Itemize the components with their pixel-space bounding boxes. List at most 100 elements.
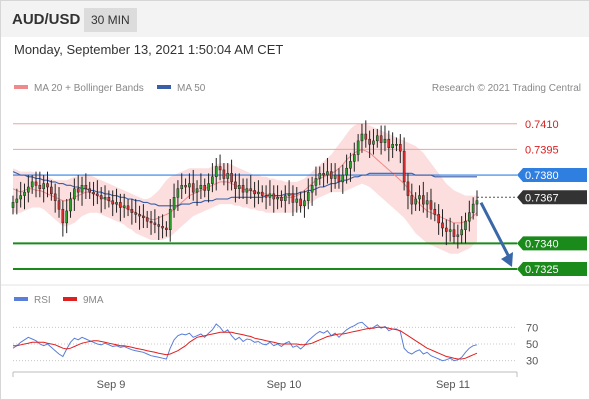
ma50-legend-label: MA 50 xyxy=(177,83,206,94)
candle-body xyxy=(30,181,34,188)
candle-body xyxy=(303,200,306,207)
candle-body xyxy=(272,193,276,200)
candle-body xyxy=(46,183,49,188)
candle-body xyxy=(425,200,429,205)
candle-body xyxy=(214,166,218,178)
candle-body xyxy=(249,188,253,191)
rsi-line xyxy=(12,321,478,362)
candle-body xyxy=(368,138,371,145)
candle-body xyxy=(176,188,180,198)
candle-body xyxy=(149,220,153,224)
candle-body xyxy=(195,188,199,193)
candle-body xyxy=(345,167,348,176)
x-tick-label: Sep 10 xyxy=(267,379,302,391)
candle-body xyxy=(218,166,222,171)
candle-body xyxy=(50,186,53,195)
candle-body xyxy=(222,169,226,179)
candle-body xyxy=(234,181,237,189)
candle-body xyxy=(230,173,233,183)
candle-body xyxy=(418,195,421,200)
rsi-ma-line xyxy=(13,326,478,360)
candle-body xyxy=(326,171,329,176)
candle-body xyxy=(375,135,379,142)
timeframe-button[interactable]: 30 MIN xyxy=(84,8,137,32)
candle-body xyxy=(180,185,184,189)
candle-body xyxy=(73,188,76,200)
candle-body xyxy=(57,200,61,210)
candle-body xyxy=(138,214,141,217)
candle-body xyxy=(38,185,42,189)
candle-body xyxy=(283,195,287,201)
candle-body xyxy=(437,214,440,224)
candle-body xyxy=(122,205,126,208)
candle-body xyxy=(165,227,168,230)
rsi-tick-label: 70 xyxy=(526,322,538,334)
candle-body xyxy=(168,208,172,230)
candle-body xyxy=(15,198,19,203)
candle-body xyxy=(245,188,249,193)
candle-body xyxy=(383,138,387,143)
candle-body xyxy=(364,133,368,140)
level-label-support: 0.7340 xyxy=(525,238,559,250)
candle-body xyxy=(130,208,134,213)
x-tick-label: Sep 11 xyxy=(436,379,470,391)
candle-body xyxy=(111,200,115,205)
candle-body xyxy=(468,212,471,222)
candle-body xyxy=(460,229,463,236)
candle-body xyxy=(445,227,448,232)
candle-body xyxy=(88,188,91,193)
candle-body xyxy=(402,150,406,183)
rsi-tick-label: 50 xyxy=(526,339,538,351)
candle-body xyxy=(161,226,164,229)
candle-body xyxy=(107,197,111,201)
candle-body xyxy=(475,200,479,205)
candle-body xyxy=(103,197,107,200)
candle-body xyxy=(337,174,341,183)
level-label-resistance: 0.7410 xyxy=(525,119,559,131)
level-tag-pivot xyxy=(517,168,587,183)
rsi-ma-legend-label: 9MA xyxy=(83,295,104,306)
credit-label: Research © 2021 Trading Central xyxy=(432,83,581,94)
candle-body xyxy=(299,198,302,207)
candle-body xyxy=(414,198,417,205)
candle-body xyxy=(471,203,475,213)
candle-body xyxy=(96,193,99,196)
chart-datetime: Monday, September 13, 2021 1:50:04 AM CE… xyxy=(14,42,284,57)
bollinger-legend-swatch xyxy=(14,85,28,89)
bollinger-legend-label: MA 20 + Bollinger Bands xyxy=(34,83,144,94)
candle-body xyxy=(207,183,210,191)
candle-body xyxy=(203,185,207,191)
candle-body xyxy=(406,181,410,196)
level-label-pivot: 0.7380 xyxy=(525,170,559,182)
candle-body xyxy=(61,208,65,224)
candle-body xyxy=(422,195,425,205)
forecast-arrow-shaft xyxy=(479,202,511,258)
candle-body xyxy=(191,183,195,193)
candle-body xyxy=(142,215,145,219)
candle-body xyxy=(119,202,122,208)
candle-body xyxy=(433,208,437,215)
rsi-legend: RSI 9MA xyxy=(14,295,104,306)
candle-body xyxy=(395,144,398,146)
candle-body xyxy=(295,198,299,203)
candle-body xyxy=(441,222,444,229)
candle-body xyxy=(65,210,68,224)
candle-body xyxy=(341,174,345,183)
candle-body xyxy=(399,144,402,152)
candle-body xyxy=(19,195,22,200)
rsi-legend-swatch xyxy=(14,297,28,301)
candle-body xyxy=(322,173,325,176)
candle-body xyxy=(92,191,95,195)
rsi-ma-legend-swatch xyxy=(63,297,77,301)
candle-body xyxy=(42,183,45,189)
candle-body xyxy=(391,144,394,148)
candle-body xyxy=(264,195,268,198)
candle-body xyxy=(126,205,130,210)
candle-body xyxy=(84,185,88,189)
candle-body xyxy=(280,197,283,201)
candle-body xyxy=(76,188,80,193)
candle-body xyxy=(360,133,364,142)
candle-body xyxy=(184,185,187,188)
